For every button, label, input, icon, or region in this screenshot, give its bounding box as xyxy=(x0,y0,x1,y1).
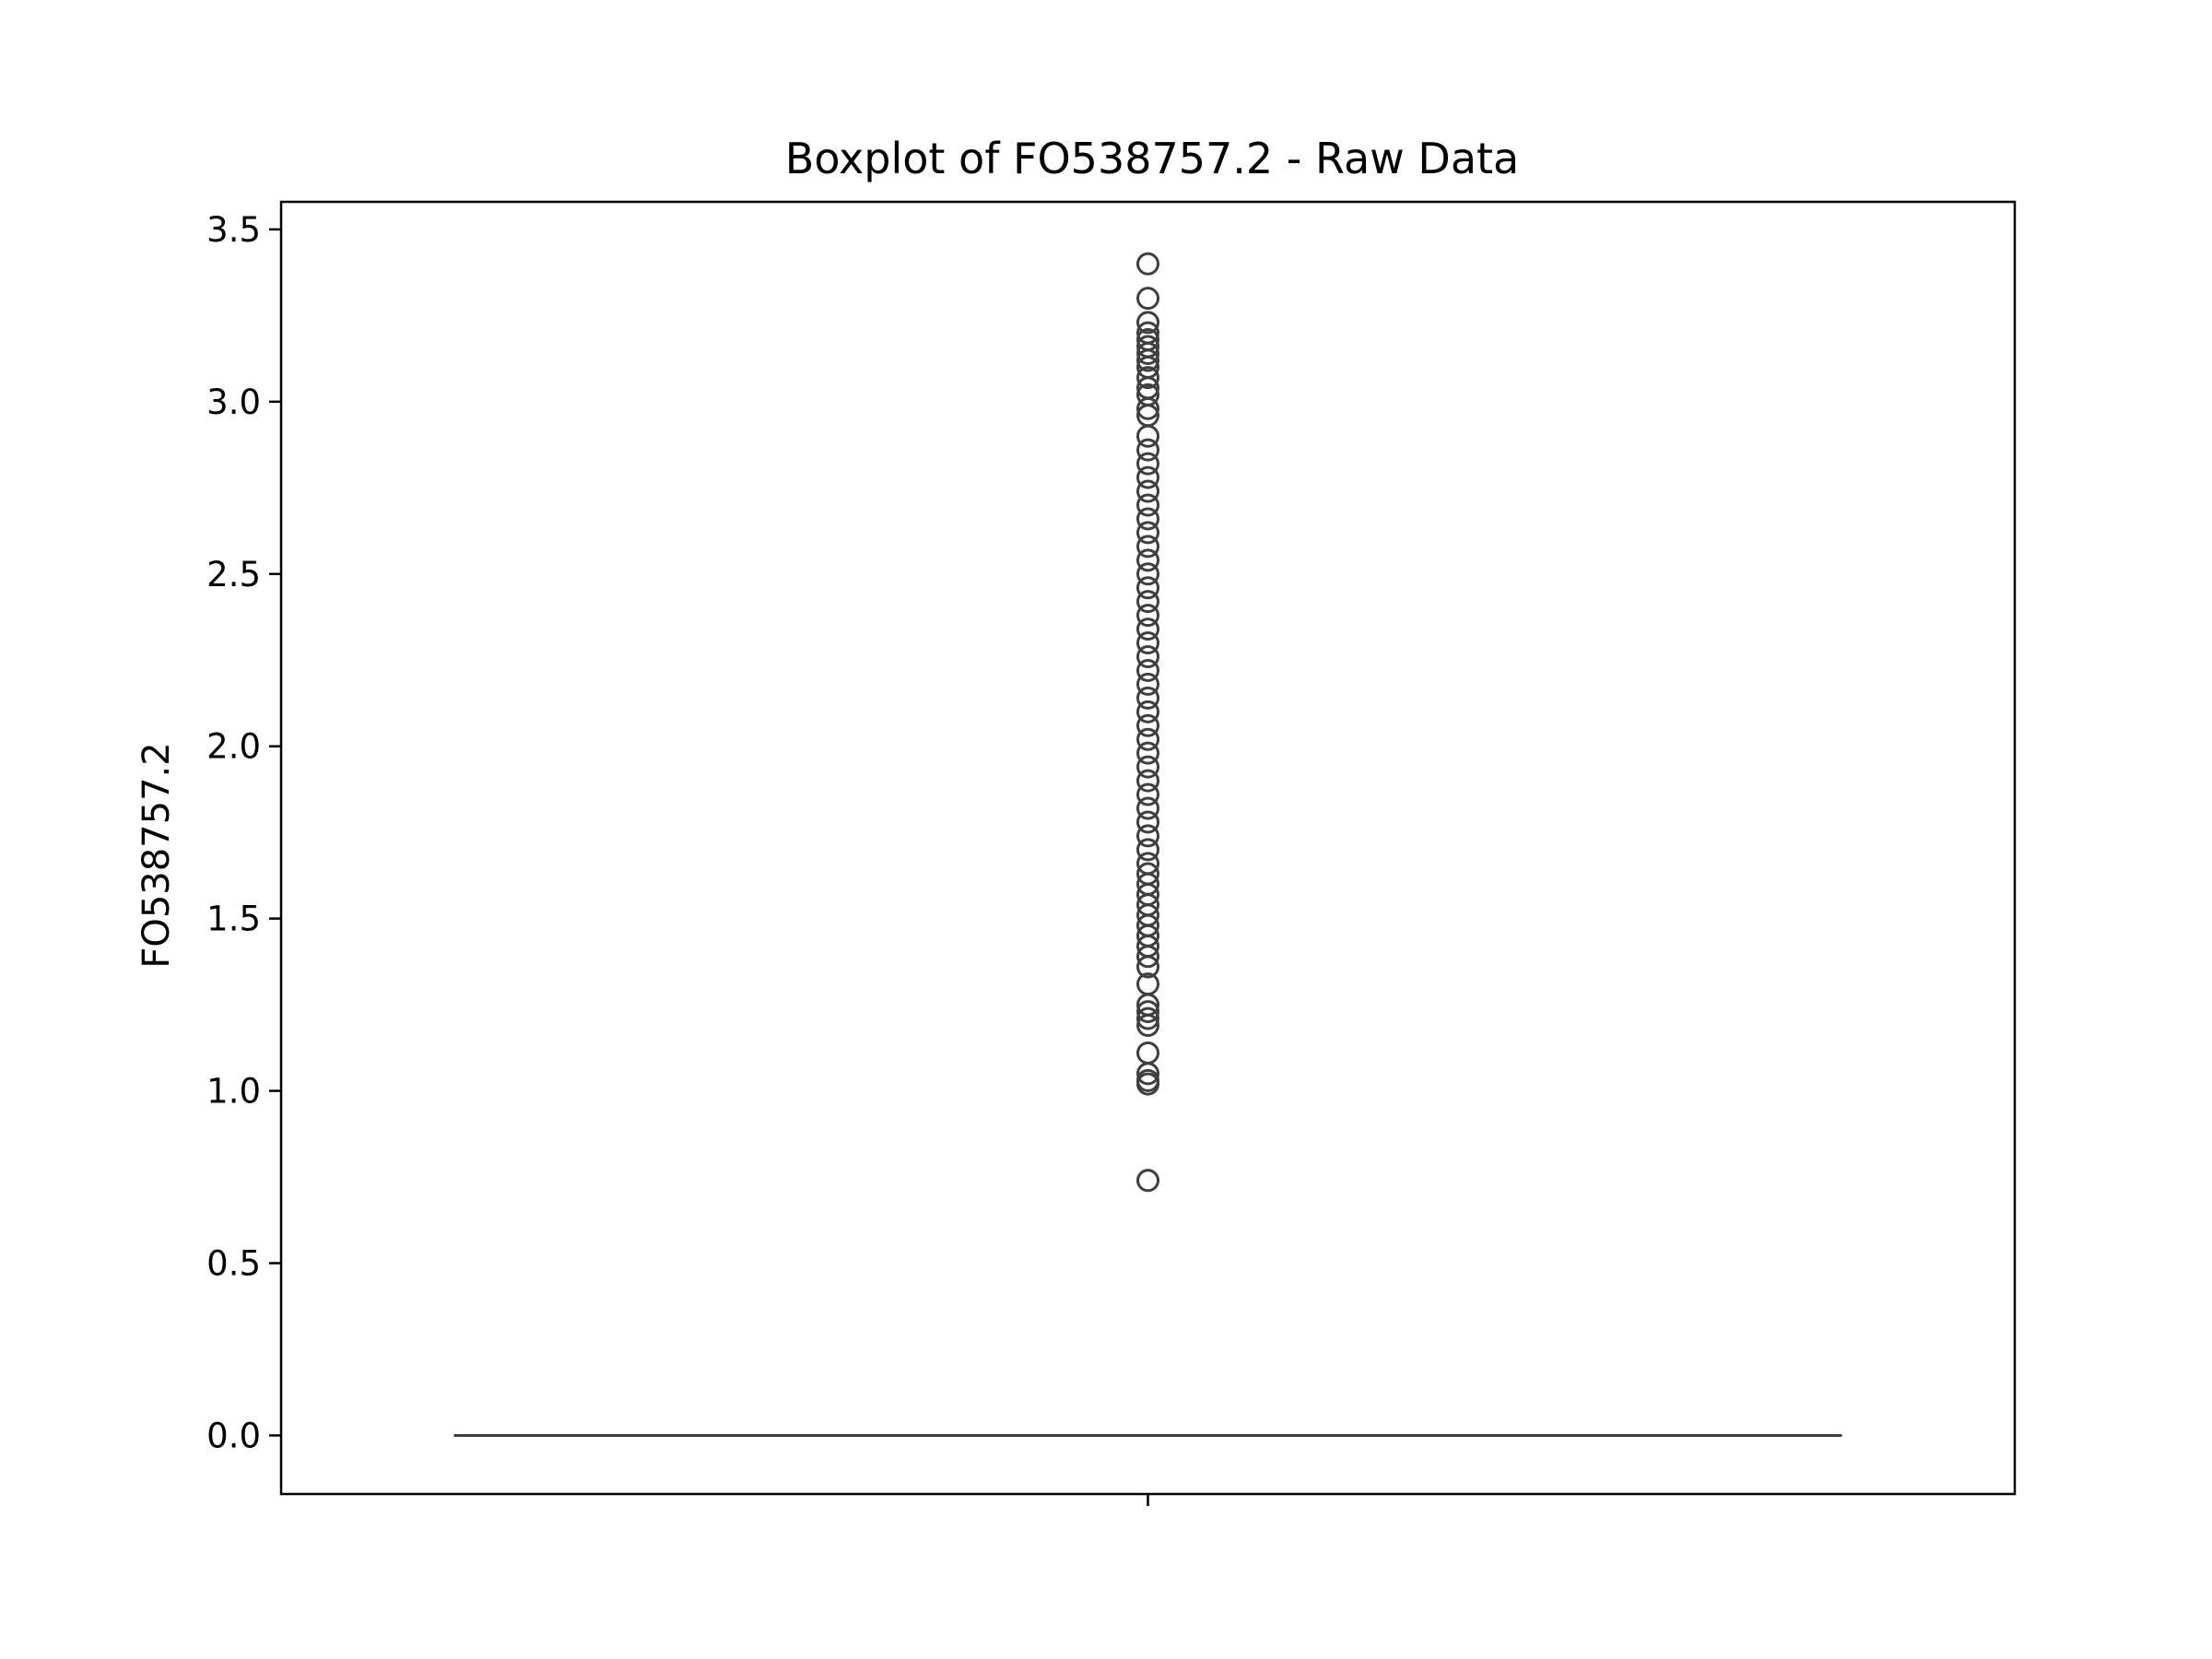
outlier-point xyxy=(1136,521,1159,545)
y-tick-label: 3.0 xyxy=(206,382,261,422)
y-tick-label: 1.5 xyxy=(206,900,261,939)
outlier-point xyxy=(1136,686,1159,710)
outlier-point xyxy=(1136,672,1159,696)
outlier-point xyxy=(1136,1000,1159,1024)
outlier-point xyxy=(1136,727,1159,751)
y-tick-label: 3.5 xyxy=(206,210,261,250)
outlier-point xyxy=(1136,713,1159,737)
outlier-point xyxy=(1136,755,1159,779)
outlier-point xyxy=(1136,810,1159,834)
outlier-point xyxy=(1136,838,1159,862)
outlier-point xyxy=(1136,645,1159,669)
y-axis-label: FO538757.2 xyxy=(135,742,178,968)
outlier-point xyxy=(1136,479,1159,503)
outlier-points xyxy=(1136,252,1159,1193)
outlier-point xyxy=(1136,424,1159,448)
outlier-point xyxy=(1136,465,1159,489)
outlier-point xyxy=(1136,576,1159,600)
outlier-point xyxy=(1136,945,1159,969)
outlier-point xyxy=(1136,590,1159,614)
outlier-point xyxy=(1136,700,1159,724)
plot-frame xyxy=(279,200,2017,1496)
y-tick-label: 2.0 xyxy=(206,727,261,767)
y-tick-label: 2.5 xyxy=(206,555,261,594)
outlier-point xyxy=(1136,342,1159,366)
outlier-point xyxy=(1136,1062,1159,1086)
outlier-point xyxy=(1136,252,1159,276)
outlier-point xyxy=(1136,562,1159,586)
outlier-point xyxy=(1136,1006,1159,1030)
outlier-point xyxy=(1136,1014,1159,1038)
outlier-point xyxy=(1136,631,1159,655)
y-tick-label: 1.0 xyxy=(206,1072,261,1112)
outlier-point xyxy=(1136,1169,1159,1193)
chart-title: Boxplot of FO538757.2 - Raw Data xyxy=(785,134,1519,183)
outlier-point xyxy=(1136,955,1159,979)
outlier-point xyxy=(1136,658,1159,682)
y-axis-ticks: 0.0 0.5 1.0 1.5 2.0 2.5 3.0 3.5 xyxy=(206,210,281,1455)
outlier-point xyxy=(1136,438,1159,462)
outlier-point xyxy=(1136,824,1159,848)
outlier-point xyxy=(1136,366,1159,390)
outlier-point xyxy=(1136,287,1159,311)
outlier-point xyxy=(1136,618,1159,641)
outlier-point xyxy=(1136,782,1159,806)
outlier-point xyxy=(1136,548,1159,572)
outlier-point xyxy=(1136,1072,1159,1096)
outlier-point xyxy=(1136,769,1159,793)
outlier-point xyxy=(1136,741,1159,765)
outlier-point xyxy=(1136,535,1159,559)
outlier-point xyxy=(1136,604,1159,628)
outlier-point xyxy=(1136,396,1159,420)
outlier-point xyxy=(1136,311,1159,335)
outlier-point xyxy=(1136,507,1159,531)
y-tick-label: 0.5 xyxy=(206,1244,261,1284)
outlier-point xyxy=(1136,452,1159,476)
outlier-point xyxy=(1136,348,1159,372)
y-tick-label: 0.0 xyxy=(206,1416,261,1455)
outlier-point xyxy=(1136,796,1159,820)
outlier-point xyxy=(1136,493,1159,517)
